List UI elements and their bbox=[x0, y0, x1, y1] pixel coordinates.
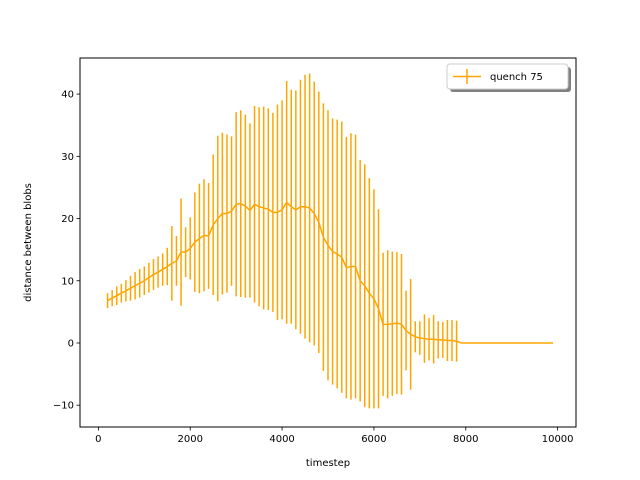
series-line-group bbox=[107, 201, 554, 344]
y-axis-ticks: −10 0 10 20 30 40 bbox=[53, 90, 80, 412]
series-line bbox=[107, 201, 554, 344]
y-tick-label: 20 bbox=[61, 214, 74, 225]
y-tick-label: 30 bbox=[61, 152, 74, 163]
y-tick-label: 0 bbox=[68, 338, 74, 349]
legend: quench 75 bbox=[446, 63, 571, 92]
plot-frame bbox=[79, 57, 577, 428]
x-tick-label: 6000 bbox=[361, 434, 386, 445]
legend-box bbox=[446, 63, 569, 90]
x-tick-label: 0 bbox=[95, 434, 101, 445]
x-tick-label: 4000 bbox=[269, 434, 294, 445]
y-tick-label: 40 bbox=[61, 90, 74, 101]
y-tick-label: −10 bbox=[53, 401, 74, 412]
x-tick-label: 2000 bbox=[177, 434, 202, 445]
x-tick-label: 8000 bbox=[453, 434, 478, 445]
legend-label: quench 75 bbox=[490, 72, 543, 83]
y-axis-label: distance between blobs bbox=[23, 183, 34, 302]
x-axis-label: timestep bbox=[306, 458, 350, 469]
x-axis-ticks: 0 2000 4000 6000 8000 10000 bbox=[95, 427, 574, 445]
y-tick-label: 10 bbox=[61, 276, 74, 287]
x-tick-label: 10000 bbox=[542, 434, 574, 445]
